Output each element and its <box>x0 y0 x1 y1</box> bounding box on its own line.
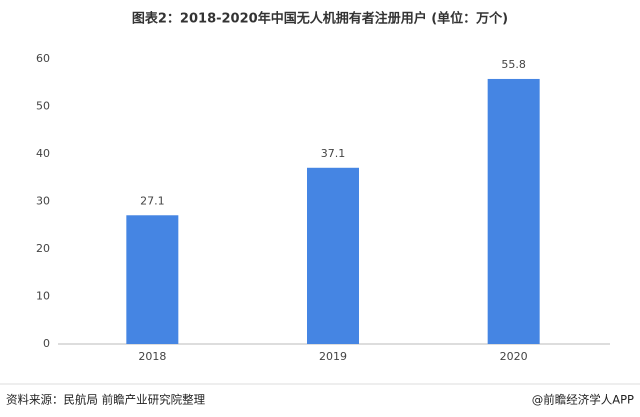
bar <box>126 215 179 344</box>
source-note: 资料来源：民航局 前瞻产业研究院整理 <box>6 393 206 407</box>
y-tick-label: 10 <box>36 290 50 303</box>
value-label: 27.1 <box>140 194 165 207</box>
y-tick-label: 60 <box>36 52 50 65</box>
credit: @前瞻经济学人APP <box>532 393 634 407</box>
value-label: 37.1 <box>321 147 346 160</box>
y-tick-label: 30 <box>36 195 50 208</box>
bar <box>307 167 359 344</box>
chart-title: 图表2：2018-2020年中国无人机拥有者注册用户 (单位：万个) <box>132 11 508 27</box>
x-tick-label: 2018 <box>138 350 166 363</box>
y-tick-label: 40 <box>36 147 50 160</box>
y-tick-label: 50 <box>36 100 50 113</box>
x-tick-label: 2019 <box>319 350 347 363</box>
y-tick-label: 0 <box>43 337 50 350</box>
y-tick-label: 20 <box>36 242 50 255</box>
x-tick-label: 2020 <box>500 350 528 363</box>
value-label: 55.8 <box>501 58 526 71</box>
bar <box>487 78 540 344</box>
